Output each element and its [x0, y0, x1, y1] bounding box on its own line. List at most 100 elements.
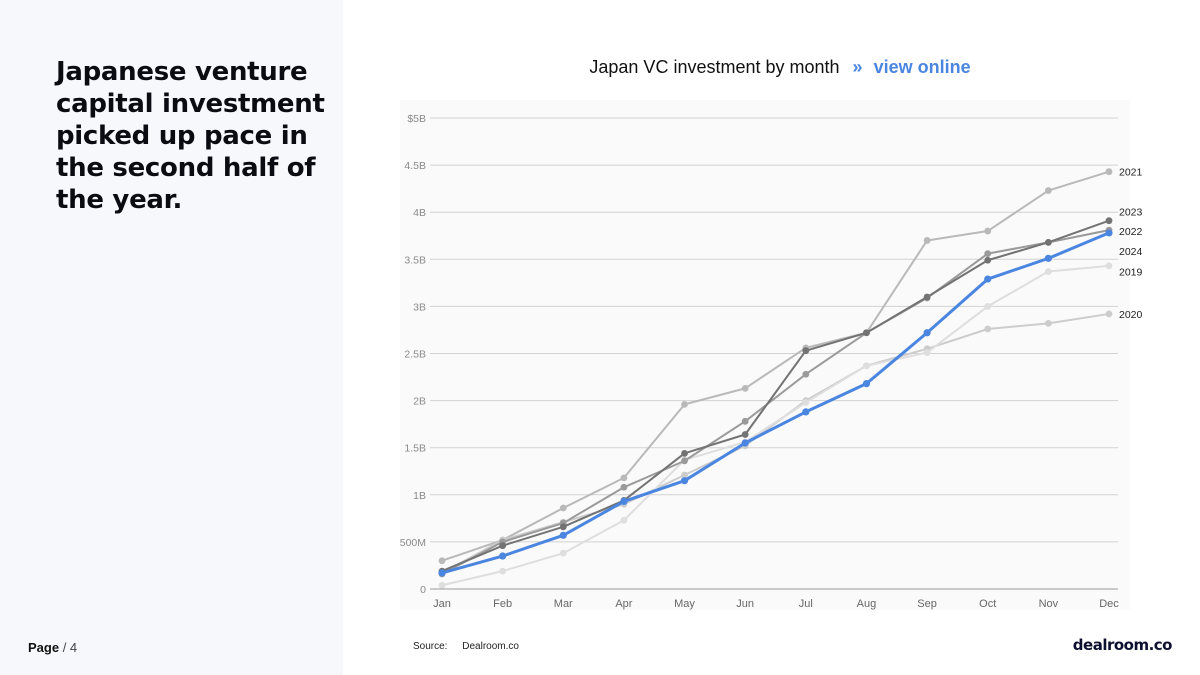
data-point-2023	[741, 431, 749, 438]
data-point-2024	[741, 439, 749, 447]
source-value: Dealroom.co	[462, 641, 519, 652]
series-group	[438, 168, 1113, 589]
y-tick-label: $5B	[407, 113, 426, 125]
series-label-2019: 2019	[1119, 267, 1143, 279]
data-point-2023	[923, 293, 931, 301]
dealroom-logo: dealroom.co	[1072, 636, 1173, 654]
data-point-2023	[984, 256, 992, 264]
data-point-2024	[620, 497, 628, 505]
data-point-2024	[984, 275, 992, 283]
series-label-2023: 2023	[1119, 206, 1143, 218]
data-point-2022	[620, 483, 628, 491]
data-point-2024	[802, 408, 810, 416]
data-point-2021	[438, 557, 446, 565]
data-point-2019	[984, 303, 992, 310]
series-label-2024: 2024	[1119, 246, 1143, 258]
data-point-2024	[680, 477, 689, 485]
x-tick-label: Jan	[433, 598, 451, 610]
x-tick-label: Jun	[736, 598, 754, 610]
data-point-2024	[499, 552, 507, 560]
source-label: Source:	[413, 641, 448, 652]
y-axis: 0 500M 1B 1.5B 2B 2.5B 3B 3.5B 4B 4.5B $5B	[400, 113, 426, 596]
data-point-2022	[681, 457, 688, 465]
series-line-2023	[441, 219, 1110, 573]
y-tick-label: 0	[420, 584, 426, 596]
chevron-right-icon: »	[852, 57, 863, 77]
series-label-2020: 2020	[1119, 309, 1143, 321]
x-tick-label: Apr	[615, 598, 632, 610]
data-point-2019	[923, 349, 931, 356]
data-point-2022	[741, 417, 749, 425]
data-point-2020	[1044, 319, 1052, 327]
data-point-2021	[620, 474, 628, 482]
series-label-2021: 2021	[1119, 167, 1143, 179]
data-point-2023	[559, 523, 567, 531]
headline: Japanese venture capital investment pick…	[56, 57, 325, 215]
x-tick-label: Aug	[857, 598, 877, 610]
x-tick-label: Feb	[493, 598, 512, 610]
data-point-2024	[1044, 254, 1052, 262]
data-point-2019	[802, 399, 810, 406]
data-point-2023	[1105, 217, 1113, 225]
y-tick-label: 2.5B	[404, 349, 426, 361]
data-point-2024	[559, 531, 567, 539]
left-panel: Japanese venture capital investment pick…	[0, 0, 343, 675]
data-point-2023	[1044, 238, 1052, 246]
data-point-2021	[1044, 187, 1052, 194]
x-tick-label: Sep	[917, 598, 937, 610]
x-tick-label: May	[674, 598, 695, 610]
series-labels: 2021 2020 2019 2022 2023 2024	[1119, 167, 1143, 321]
data-point-2021	[923, 237, 931, 244]
series-line-2022	[441, 229, 1110, 575]
x-tick-label: Oct	[979, 598, 996, 610]
data-point-2023	[681, 449, 688, 457]
data-point-2024	[862, 380, 871, 388]
series-line-2024	[440, 231, 1111, 575]
data-point-2023	[802, 347, 810, 355]
data-point-2023	[863, 329, 870, 337]
data-point-2021	[984, 227, 992, 235]
data-point-2021	[741, 384, 749, 392]
data-point-2020	[984, 325, 992, 333]
plot-area	[400, 100, 1130, 610]
data-point-2024	[923, 329, 931, 337]
y-tick-label: 1.5B	[404, 443, 426, 455]
data-point-2023	[499, 542, 507, 550]
y-tick-label: 500M	[400, 537, 426, 549]
series-line-2021	[441, 170, 1110, 562]
data-point-2019	[863, 362, 870, 370]
y-tick-label: 4.5B	[404, 160, 426, 172]
chart-title: Japan VC investment by month » view onli…	[360, 57, 1200, 78]
y-tick-label: 1B	[413, 490, 426, 502]
y-tick-label: 3B	[413, 301, 426, 313]
data-point-2022	[984, 250, 992, 258]
x-tick-label: Dec	[1099, 598, 1119, 610]
y-tick-label: 3.5B	[404, 254, 426, 266]
series-line-2019	[441, 264, 1110, 587]
page-number: / 4	[62, 640, 78, 655]
page-indicator: Page / 4	[28, 640, 77, 655]
y-tick-label: 2B	[413, 396, 426, 408]
data-point-2021	[559, 504, 567, 512]
data-point-2024	[438, 569, 446, 577]
data-point-2020	[1105, 310, 1113, 318]
y-tick-label: 4B	[413, 207, 426, 219]
data-point-2021	[1105, 168, 1113, 176]
data-point-2019	[1105, 262, 1113, 270]
x-tick-label: Mar	[554, 598, 573, 610]
page-label: Page	[28, 640, 60, 655]
data-point-2019	[438, 581, 446, 589]
chart-title-text: Japan VC investment by month	[589, 57, 840, 77]
x-axis: Jan Feb Mar Apr May Jun Jul Aug Sep Oct Nov Dec	[433, 598, 1119, 610]
x-tick-label: Jul	[799, 598, 813, 610]
source-note: Source: Dealroom.co	[413, 641, 519, 652]
series-label-2022: 2022	[1119, 226, 1143, 238]
data-point-2019	[499, 567, 507, 575]
data-point-2021	[681, 400, 688, 408]
data-point-2024	[1105, 229, 1113, 237]
grid	[400, 100, 1130, 610]
view-online-link[interactable]: view online	[873, 57, 971, 77]
data-point-2022	[802, 370, 810, 378]
data-point-2019	[559, 549, 567, 557]
